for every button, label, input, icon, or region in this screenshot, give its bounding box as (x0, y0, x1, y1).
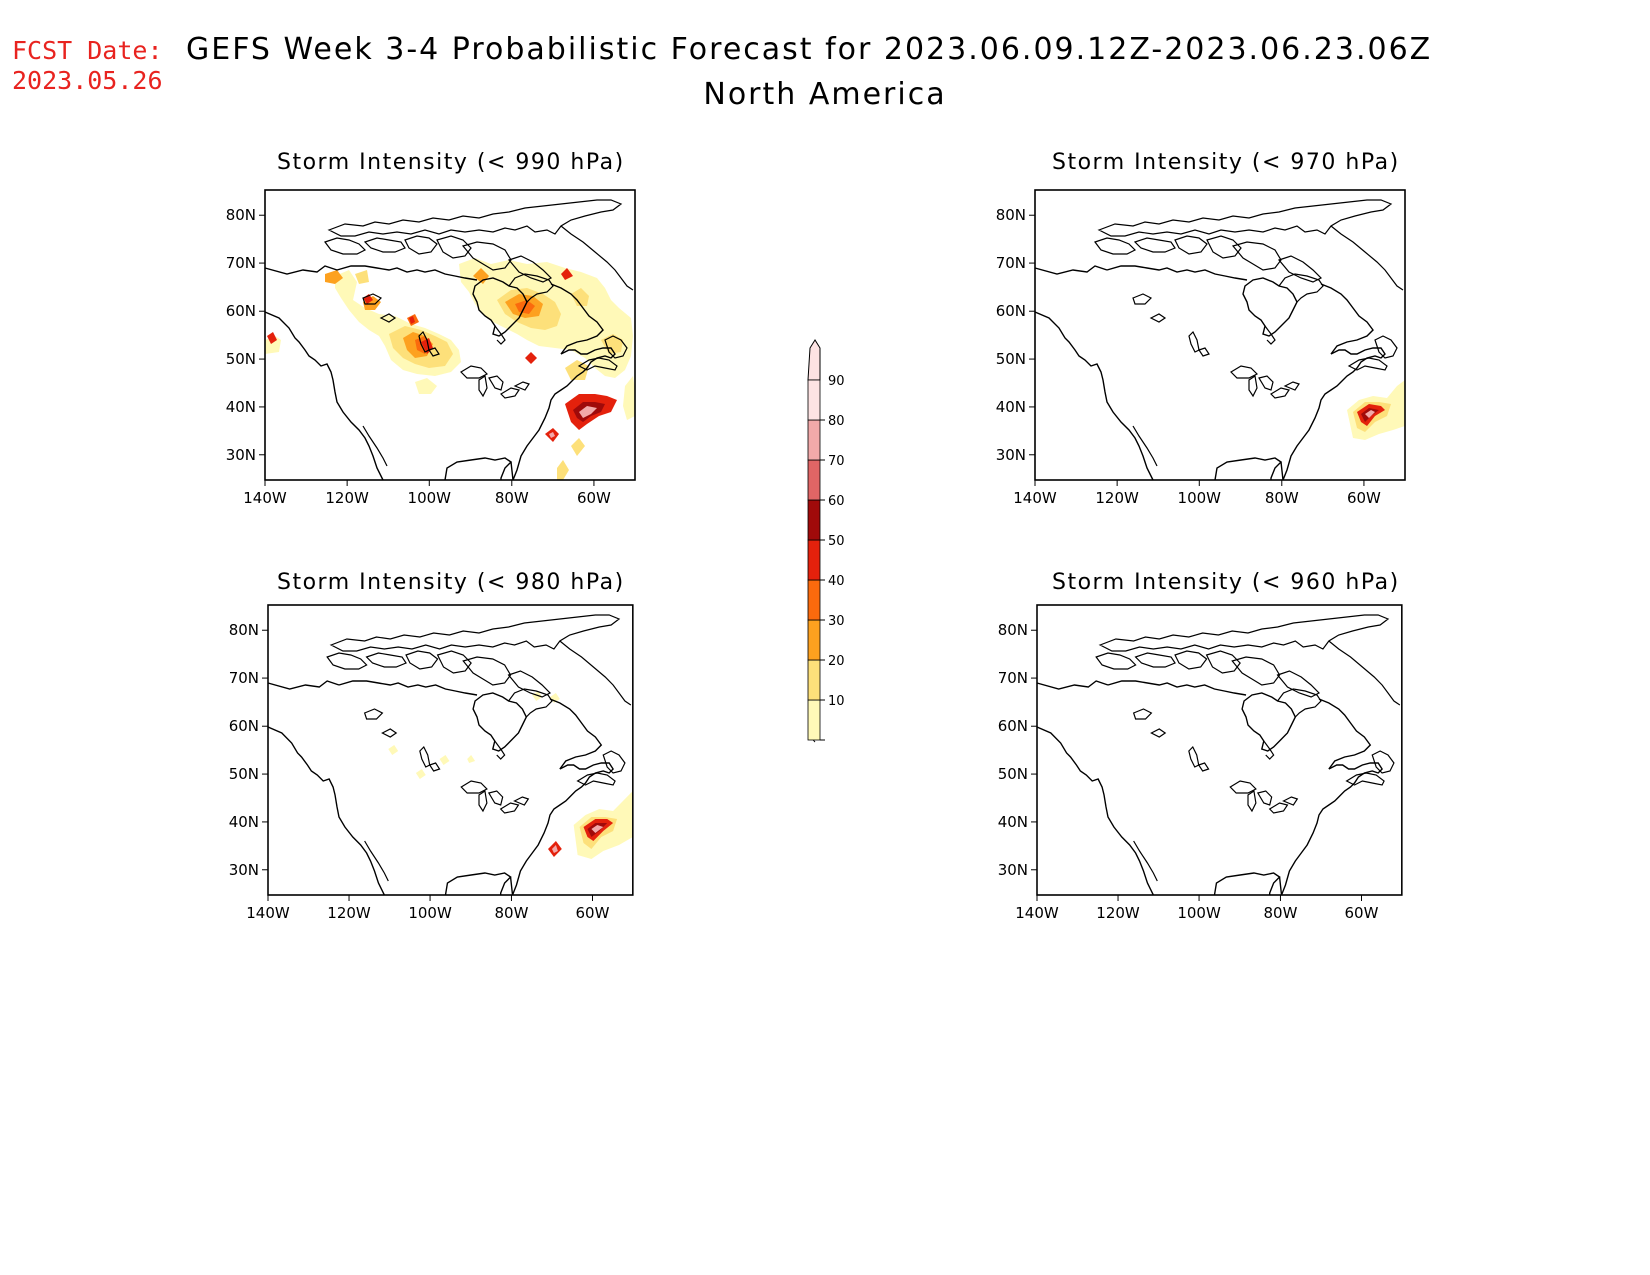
lon-tick-label: 80W (1265, 489, 1299, 507)
colorbar-label: 30 (828, 614, 845, 629)
map-panel-960 (1036, 604, 1403, 896)
lat-tick-label: 40N (998, 813, 1028, 831)
lon-tick-label: 120W (327, 904, 371, 922)
lat-tick-label: 60N (226, 302, 256, 320)
colorbar-segment (807, 619, 821, 661)
colorbar-segment (807, 419, 821, 461)
lat-tick-label: 70N (996, 254, 1026, 272)
lat-tick-label: 60N (998, 717, 1028, 735)
lat-tick-label: 40N (996, 398, 1026, 416)
lon-tick-label: 60W (576, 904, 610, 922)
panel-title-980: Storm Intensity (< 980 hPa) (277, 570, 625, 595)
lon-tick-label: 140W (1015, 904, 1059, 922)
map-panel-970 (1034, 189, 1406, 481)
colorbar-label: 40 (828, 574, 845, 589)
panel-title-960: Storm Intensity (< 960 hPa) (1052, 570, 1400, 595)
lon-tick-label: 100W (408, 489, 452, 507)
lat-tick-label: 30N (229, 861, 259, 879)
lat-tick-label: 30N (226, 446, 256, 464)
lat-tick-label: 70N (229, 669, 259, 687)
lat-tick-label: 70N (998, 669, 1028, 687)
lat-tick-label: 50N (998, 765, 1028, 783)
lon-tick-label: 60W (1345, 904, 1379, 922)
lat-tick-label: 80N (996, 206, 1026, 224)
fcst-date-value: 2023.05.26 (12, 66, 163, 95)
lon-tick-label: 60W (1347, 489, 1381, 507)
colorbar-label: 20 (828, 654, 845, 669)
probability-field (388, 691, 633, 859)
lat-tick-label: 50N (996, 350, 1026, 368)
main-title: GEFS Week 3-4 Probabilistic Forecast for… (186, 32, 1433, 67)
colorbar-segment (807, 379, 821, 421)
colorbar-label: 70 (828, 454, 845, 469)
lon-tick-label: 100W (1178, 489, 1222, 507)
colorbar-label: 10 (828, 694, 845, 709)
map-frame (267, 604, 634, 896)
colorbar-segment (807, 499, 821, 541)
lon-tick-label: 120W (1095, 489, 1139, 507)
lat-tick-label: 30N (998, 861, 1028, 879)
colorbar-segment (807, 579, 821, 621)
map-frame (1036, 604, 1403, 896)
probability-field (265, 258, 635, 480)
lat-tick-label: 80N (229, 621, 259, 639)
colorbar-label: 80 (828, 414, 845, 429)
panel-title-970: Storm Intensity (< 970 hPa) (1052, 150, 1400, 175)
lat-tick-label: 40N (229, 813, 259, 831)
lat-tick-label: 60N (229, 717, 259, 735)
map-panel-990 (264, 189, 636, 481)
lat-tick-label: 50N (226, 350, 256, 368)
lon-tick-label: 140W (243, 489, 287, 507)
colorbar-segment (807, 459, 821, 501)
map-frame (264, 189, 636, 481)
panel-title-990: Storm Intensity (< 990 hPa) (277, 150, 625, 175)
lon-tick-label: 60W (577, 489, 611, 507)
colorbar-label: 90 (828, 374, 845, 389)
lat-tick-label: 80N (226, 206, 256, 224)
lon-tick-label: 80W (494, 904, 528, 922)
probability-field (1347, 380, 1405, 440)
lon-tick-label: 140W (246, 904, 290, 922)
lon-tick-label: 140W (1013, 489, 1057, 507)
region-subtitle: North America (703, 77, 947, 112)
lat-tick-label: 80N (998, 621, 1028, 639)
lon-tick-label: 100W (408, 904, 452, 922)
lon-tick-label: 80W (495, 489, 529, 507)
lat-tick-label: 60N (996, 302, 1026, 320)
lat-tick-label: 70N (226, 254, 256, 272)
lon-tick-label: 100W (1177, 904, 1221, 922)
colorbar-label: 60 (828, 494, 845, 509)
map-panel-980 (267, 604, 634, 896)
lat-tick-label: 30N (996, 446, 1026, 464)
colorbar-segment (807, 699, 821, 741)
fcst-date-label: FCST Date: (12, 36, 163, 65)
colorbar-segment (807, 659, 821, 701)
lat-tick-label: 50N (229, 765, 259, 783)
lon-tick-label: 80W (1263, 904, 1297, 922)
map-frame (1034, 189, 1406, 481)
colorbar: 10 20 30 40 50 60 70 80 90 (807, 339, 845, 743)
colorbar-top-cap (807, 339, 821, 381)
lon-tick-label: 120W (1096, 904, 1140, 922)
lat-tick-label: 40N (226, 398, 256, 416)
colorbar-label: 50 (828, 534, 845, 549)
fcst-date-block: FCST Date: 2023.05.26 (12, 36, 163, 96)
colorbar-segment (807, 539, 821, 581)
lon-tick-label: 120W (325, 489, 369, 507)
